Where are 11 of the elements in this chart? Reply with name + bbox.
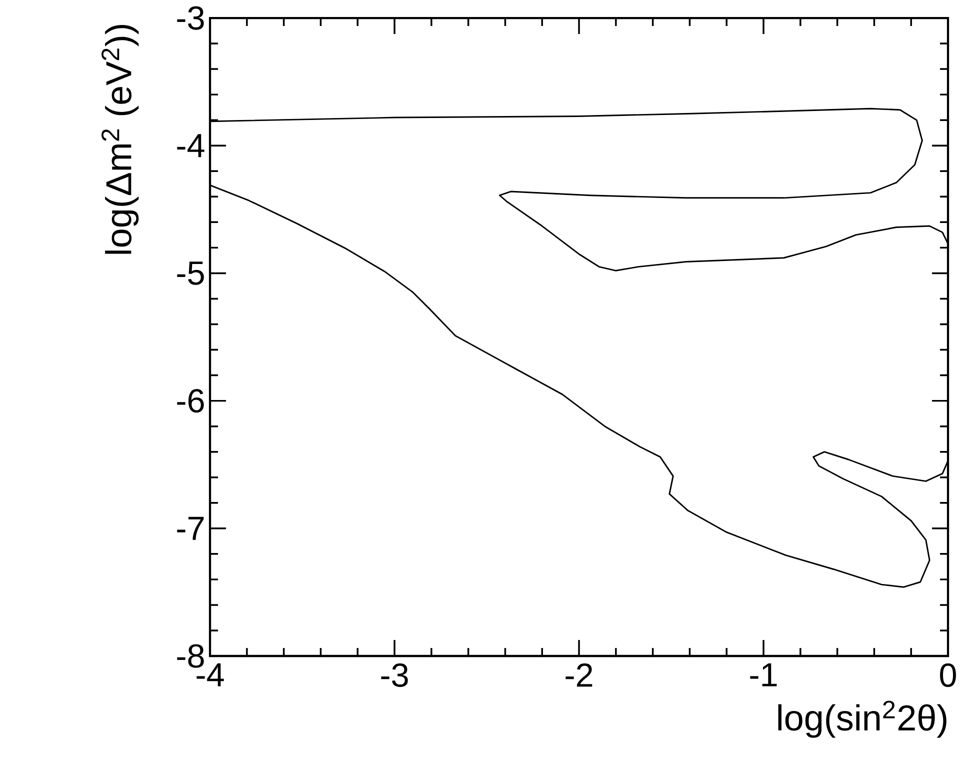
x-axis-title: log(sin$^{2}$2θ) <box>778 700 946 738</box>
y-tick-label: -3 <box>177 6 204 30</box>
x-tick-label: 0 <box>940 663 956 687</box>
x-tick-label: -3 <box>381 663 408 687</box>
y-tick-label: -7 <box>177 516 204 540</box>
y-tick-label: -6 <box>177 389 204 413</box>
y-axis-title: log(Δm$^{2}$ (eV$^{2}$)) <box>102 24 139 254</box>
x-tick-label: -2 <box>566 663 592 687</box>
y-tick-label: -4 <box>177 134 204 158</box>
x-tick-label: -1 <box>750 663 777 686</box>
y-tick-label: -5 <box>177 262 204 285</box>
